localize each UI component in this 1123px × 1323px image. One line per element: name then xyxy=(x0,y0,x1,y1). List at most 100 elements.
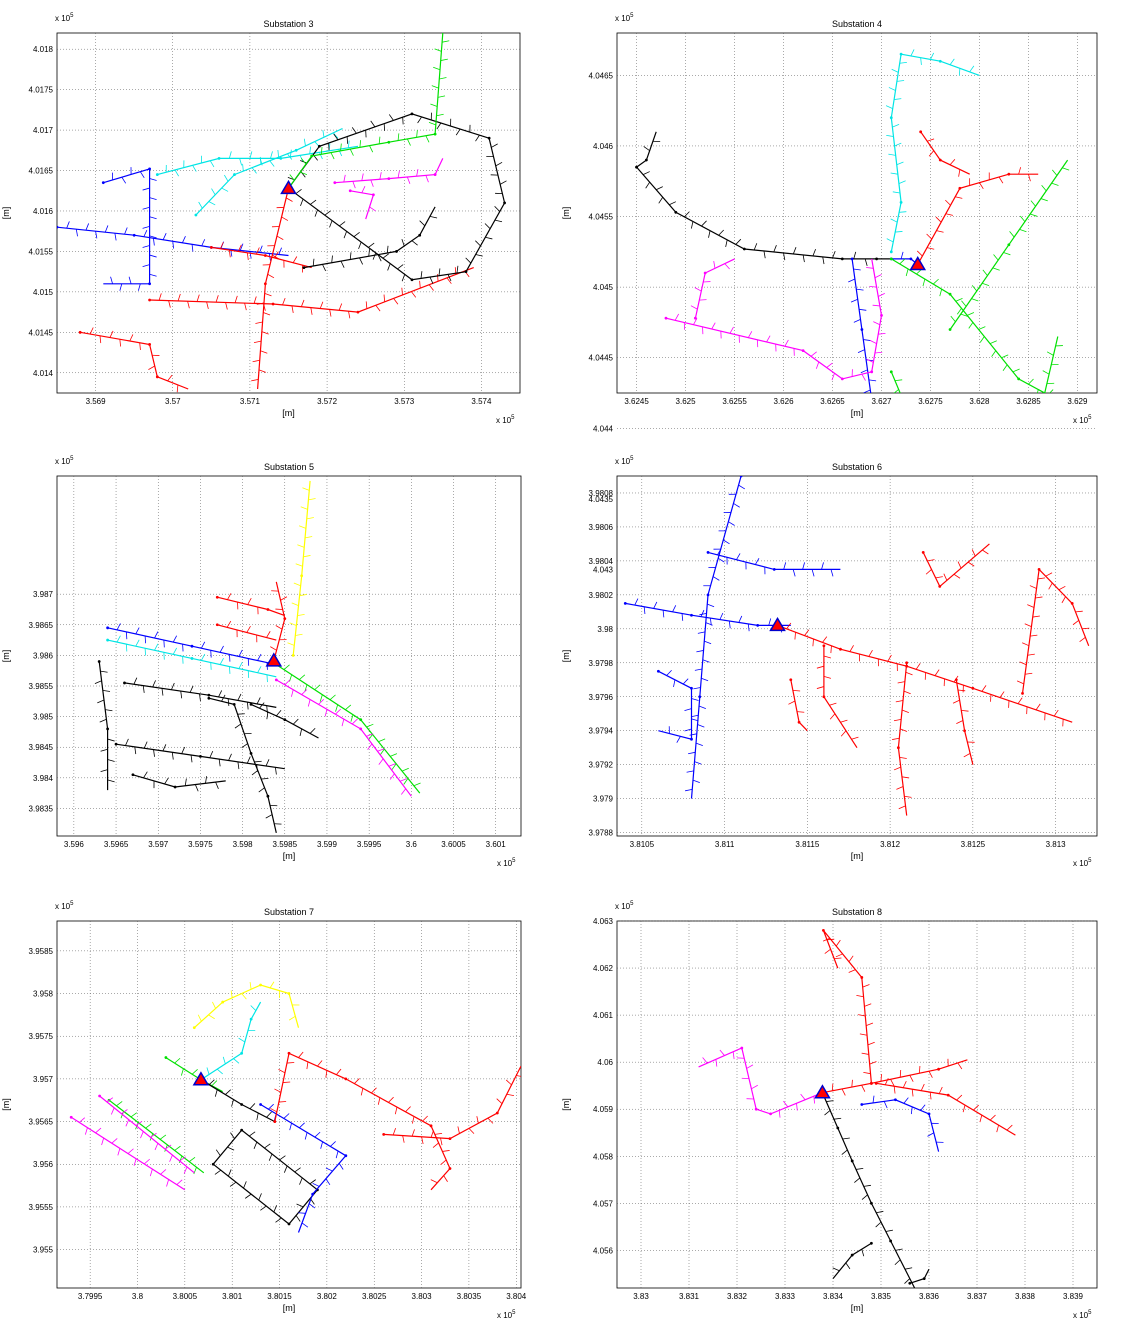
service-branch xyxy=(922,278,926,287)
service-branch xyxy=(299,594,307,597)
service-branch xyxy=(957,1062,963,1070)
y-tick-label: 4.06 xyxy=(597,1058,613,1067)
service-branch xyxy=(180,1068,184,1076)
node-dot xyxy=(287,1222,291,1226)
service-branch xyxy=(1079,637,1086,643)
service-branch xyxy=(227,1146,235,1151)
service-branch xyxy=(904,795,912,798)
feeder-line-magenta xyxy=(99,1095,195,1174)
service-branch xyxy=(902,397,909,398)
y-tick-label: 4.044 xyxy=(593,424,614,433)
service-branch xyxy=(1030,213,1038,217)
service-branch xyxy=(1053,709,1059,717)
node-dot xyxy=(209,245,213,249)
service-branch xyxy=(161,688,164,696)
node-dot xyxy=(850,1253,854,1257)
service-branch xyxy=(658,197,664,204)
node-dot xyxy=(132,233,136,237)
service-branch xyxy=(280,596,288,601)
x-tick-label: 3.8015 xyxy=(267,1292,292,1301)
service-branch xyxy=(436,122,442,130)
service-branch xyxy=(928,443,934,448)
service-branch xyxy=(184,778,187,786)
service-branch xyxy=(256,1112,259,1121)
node-dot xyxy=(946,1093,950,1097)
service-branch xyxy=(1024,623,1032,627)
feeder-line-red xyxy=(149,267,474,313)
service-branch xyxy=(301,158,307,165)
service-branch xyxy=(308,498,316,501)
service-branch xyxy=(209,750,214,758)
feeder-line-red xyxy=(80,331,189,390)
service-branch xyxy=(738,615,743,623)
service-branch xyxy=(723,539,730,545)
service-branch xyxy=(945,213,954,216)
service-branch xyxy=(298,1212,306,1214)
service-branch xyxy=(371,1087,377,1094)
service-branch xyxy=(106,1097,114,1103)
service-branch xyxy=(211,1080,218,1087)
node-dot xyxy=(1021,691,1024,695)
service-branch xyxy=(154,643,159,651)
service-branch xyxy=(792,247,797,255)
y-tick-label: 3.9796 xyxy=(589,693,614,702)
node-dot xyxy=(656,669,660,673)
y-tick-label: 4.0165 xyxy=(29,167,54,176)
service-branch xyxy=(861,1194,868,1200)
node-dot xyxy=(249,702,253,706)
service-branch xyxy=(139,342,141,351)
service-branch xyxy=(899,211,907,213)
service-branch xyxy=(429,215,438,219)
service-branch xyxy=(199,693,201,702)
service-branch xyxy=(688,751,696,755)
service-branch xyxy=(237,761,240,770)
node-dot xyxy=(889,250,893,254)
node-dot xyxy=(464,270,468,274)
node-dot xyxy=(635,165,638,169)
service-branch xyxy=(105,709,113,712)
service-branch xyxy=(840,719,848,723)
service-branch xyxy=(691,714,699,718)
service-branch xyxy=(434,48,442,52)
node-dot xyxy=(958,186,962,190)
subplot-grid: 3.569 3.57 3.571 3.572 3.573 3.574 4.014 4.0145… xyxy=(1,13,1098,1320)
service-branch xyxy=(298,525,307,529)
node-dot xyxy=(273,1120,277,1123)
node-dot xyxy=(889,116,893,120)
node-dot xyxy=(106,638,110,642)
service-branch xyxy=(219,241,224,249)
service-branch xyxy=(1003,252,1011,256)
service-branch xyxy=(634,598,639,606)
subplot-3: 3.596 3.5965 3.597 3.5975 3.598 3.5985 3.599 3.… xyxy=(1,456,522,868)
axes-box xyxy=(56,920,522,1289)
node-dot xyxy=(69,1115,73,1119)
service-branch xyxy=(278,247,282,255)
service-branch xyxy=(194,784,199,792)
service-branch xyxy=(281,216,289,221)
service-branch xyxy=(754,558,760,565)
service-branch xyxy=(910,49,915,57)
service-branch xyxy=(304,536,313,539)
x-axis-label: [m] xyxy=(851,408,864,418)
service-branch xyxy=(645,181,650,189)
service-branch xyxy=(494,206,501,212)
service-branch xyxy=(117,1148,121,1156)
service-branch xyxy=(1052,169,1058,176)
service-branch xyxy=(826,1100,834,1102)
service-branch xyxy=(944,454,950,459)
service-branch xyxy=(276,710,282,717)
service-branch xyxy=(350,714,354,722)
service-branch xyxy=(673,679,676,687)
y-tick-label: 4.056 xyxy=(593,1246,614,1255)
service-branch xyxy=(221,694,226,702)
node-dot xyxy=(822,695,826,699)
node-dot xyxy=(919,130,923,134)
service-branch xyxy=(335,1150,339,1159)
x-tick-label: 3.833 xyxy=(775,1292,796,1301)
service-branch xyxy=(1006,1124,1013,1131)
y-tick-label: 3.957 xyxy=(33,1075,54,1084)
service-branch xyxy=(979,336,985,343)
service-branch xyxy=(719,612,724,620)
service-branch xyxy=(835,939,841,947)
node-dot xyxy=(922,1277,926,1280)
